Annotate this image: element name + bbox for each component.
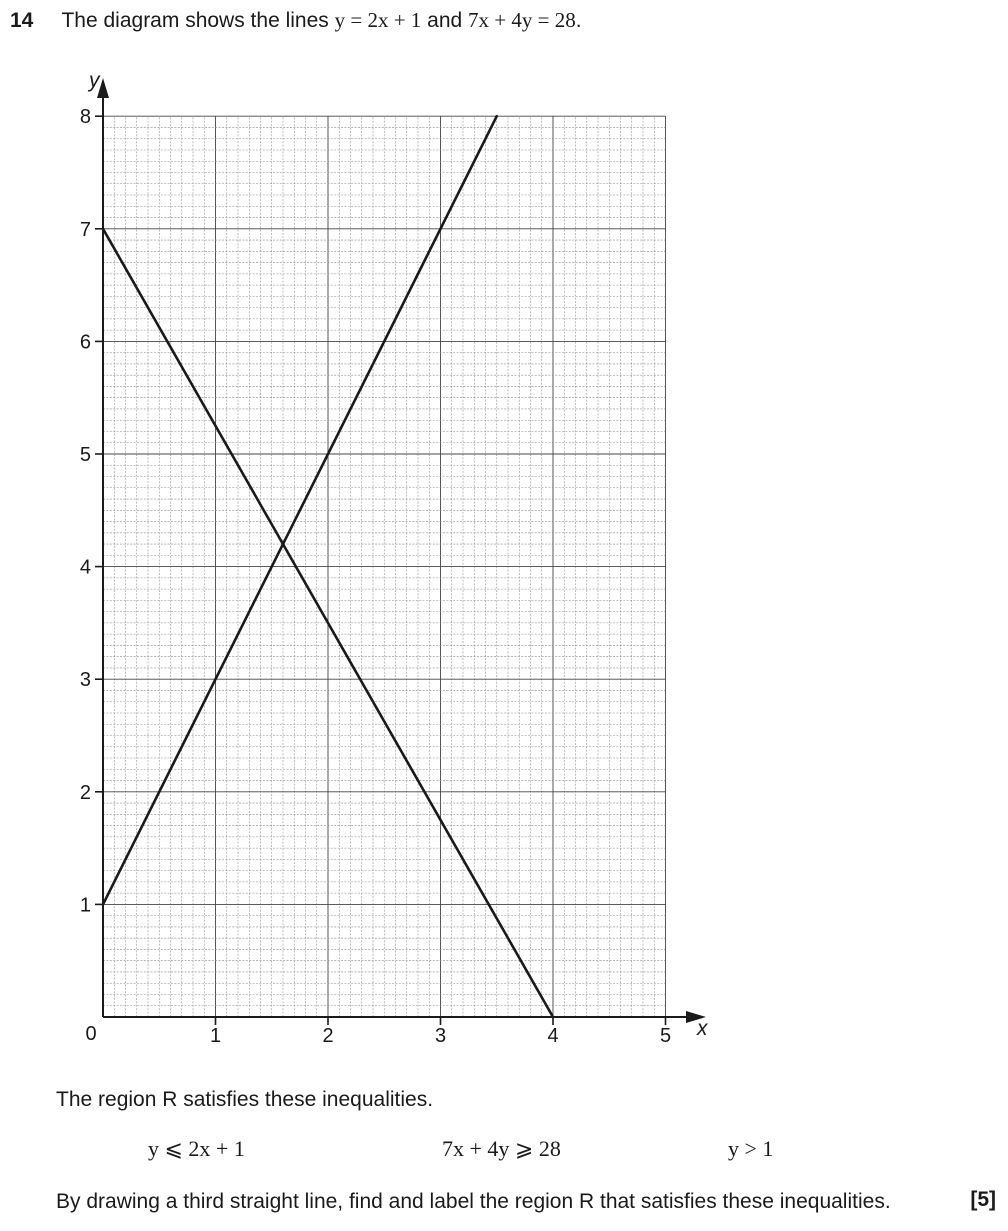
x-axis-label: x — [696, 1017, 709, 1040]
y-tick-label: 1 — [80, 894, 91, 916]
x-tick-label: 5 — [660, 1025, 671, 1047]
x-axis-arrow — [686, 1011, 706, 1023]
y-tick-label: 3 — [80, 669, 91, 691]
y-tick-label: 2 — [80, 782, 91, 804]
axis-ticks: 1 2 3 4 5 6 7 8 1 2 3 4 5 — [80, 106, 671, 1047]
graph-grid — [102, 115, 666, 1018]
question-and: and — [427, 9, 463, 32]
question-header: 14 The diagram shows the lines y = 2x + … — [10, 8, 582, 33]
region-intro: The region R satisfies these inequalitie… — [56, 1088, 434, 1111]
x-tick-label: 3 — [435, 1025, 446, 1047]
plotted-lines — [101, 114, 555, 1019]
origin-label: 0 — [85, 1023, 96, 1045]
inequality-3: y > 1 — [728, 1136, 774, 1161]
inequality-1: y ⩽ 2x + 1 — [148, 1136, 245, 1161]
question-number: 14 — [10, 9, 34, 32]
x-tick-label: 4 — [547, 1025, 558, 1047]
y-tick-label: 4 — [80, 557, 91, 579]
question-intro: The diagram shows the lines — [61, 9, 329, 32]
y-tick-label: 7 — [80, 219, 91, 241]
line-1 — [101, 114, 499, 906]
x-tick-label: 1 — [210, 1025, 221, 1047]
equation-line-2: 7x + 4y = 28 — [468, 8, 576, 32]
x-tick-label: 2 — [322, 1025, 333, 1047]
graph: 1 2 3 4 5 6 7 8 1 2 3 4 5 y x 0 — [80, 69, 709, 1047]
marks: [5] — [970, 1188, 996, 1211]
y-axis-arrow — [97, 78, 109, 98]
equation-line-1: y = 2x + 1 — [334, 8, 422, 32]
y-axis-label: y — [87, 69, 101, 92]
y-tick-label: 5 — [80, 444, 91, 466]
y-tick-label: 8 — [80, 106, 91, 128]
inequality-2: 7x + 4y ⩾ 28 — [442, 1136, 561, 1161]
graph-axes — [97, 78, 706, 1023]
question-full-stop: . — [575, 9, 582, 32]
instruction: By drawing a third straight line, find a… — [56, 1190, 891, 1213]
y-tick-label: 6 — [80, 331, 91, 353]
line-2 — [101, 227, 555, 1019]
